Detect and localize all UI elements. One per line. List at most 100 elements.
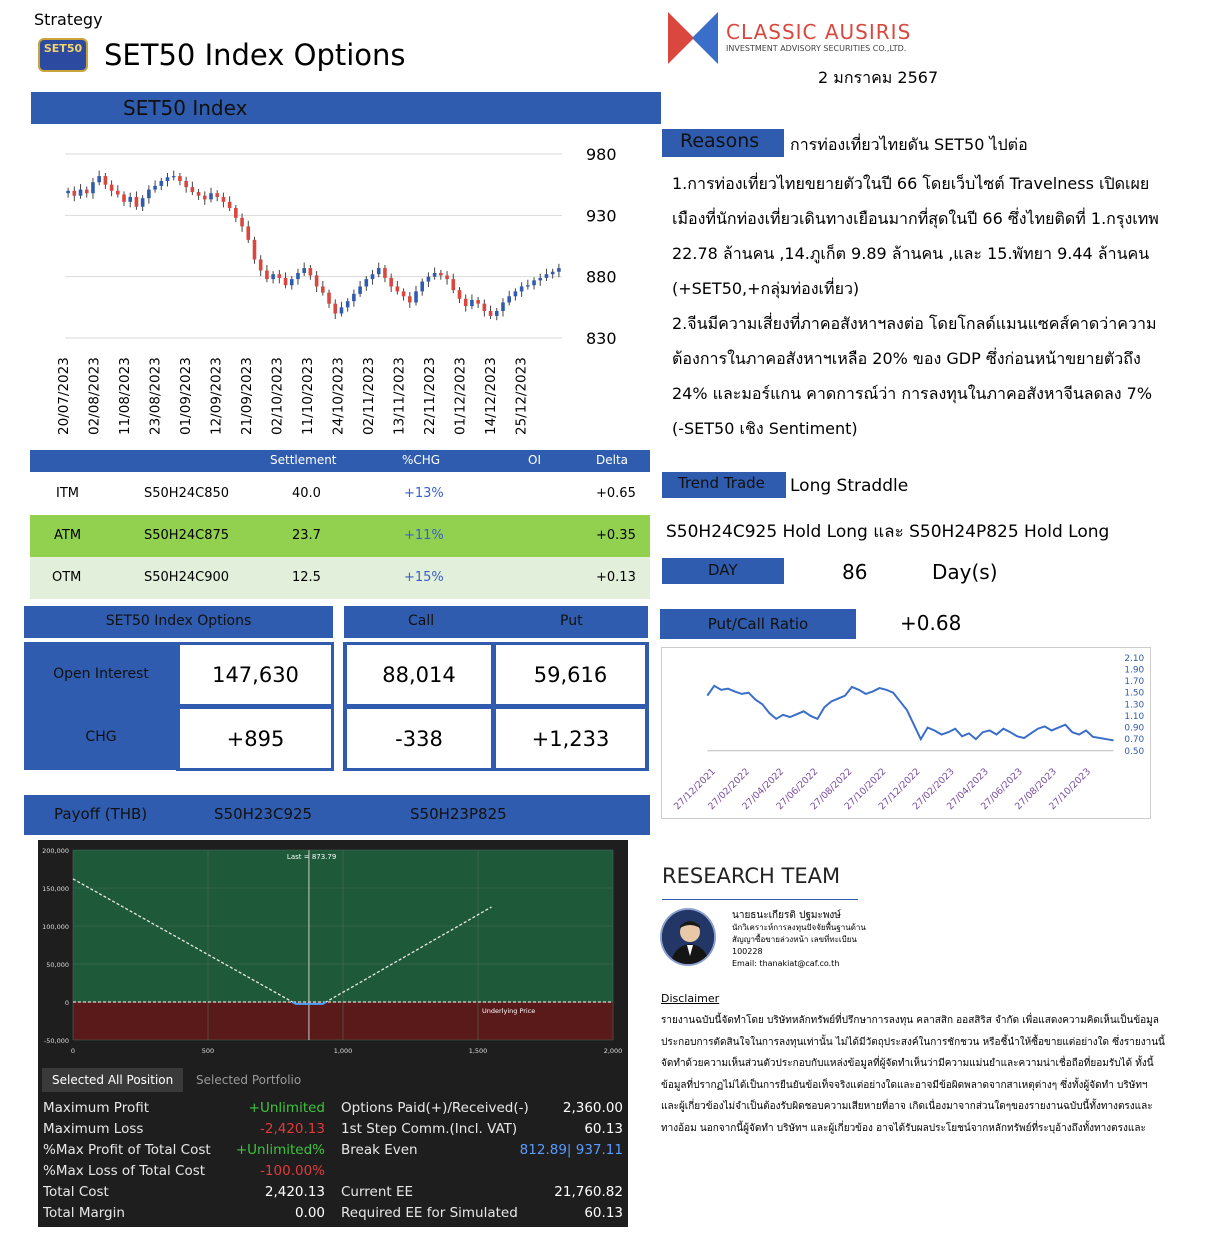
analyst-info: นายธนะเกียรติ ปฐมะพงษ์ นักวิเคราะห์การลง… (732, 910, 866, 970)
candle-body (72, 190, 77, 196)
x-tick-label: 11/10/2023 (300, 357, 316, 435)
candle-body (190, 187, 195, 193)
stat-label: Options Paid(+)/Received(-) (341, 1100, 529, 1116)
series: S50H24C850 (144, 486, 230, 501)
analyst-role: สัญญาซื้อขายล่วงหน้า เลขที่ทะเบียน (732, 935, 857, 944)
disclaimer-line: และผู้เกี่ยวข้องไม่จำเป็นต้องรับผิดชอบคว… (661, 1101, 1153, 1112)
set50-index-header: SET50 Index (31, 92, 661, 124)
candle-body (196, 192, 201, 196)
put-call-ratio-value: +0.68 (900, 611, 962, 635)
analyst-name: นายธนะเกียรติ ปฐมะพงษ์ (732, 910, 841, 921)
stat-value: -2,420.13 (260, 1121, 325, 1137)
reason-line: 24% และมอร์แกน คาดการณ์ว่า การลงทุนในภาค… (672, 384, 1153, 403)
x-tick-label: 02/11/2023 (361, 357, 377, 435)
candle-body (451, 279, 456, 291)
payoff-label: Payoff (THB) (54, 805, 148, 823)
disclaimer-body: รายงานฉบับนี้จัดทำโดย บริษัทหลักทรัพย์ที… (661, 1010, 1181, 1139)
candle-body (420, 281, 425, 292)
reasons-body: 1.การท่องเที่ยวไทยขยายตัวในปี 66 โดยเว็บ… (672, 166, 1192, 446)
oi-table-title: SET50 Index Options (24, 606, 333, 638)
reason-line: (-SET50 เชิง Sentiment) (672, 419, 858, 438)
x-tick-label: 22/11/2023 (422, 357, 438, 435)
chg: +13% (404, 486, 444, 501)
disclaimer-line: ข้อมูลที่ปรากฏไม่ได้เป็นการยืนยันข้อเท็จ… (661, 1079, 1148, 1091)
col-chg: %CHG (402, 453, 441, 467)
candle-body (544, 274, 549, 278)
candle-body (401, 291, 406, 297)
tab-selected-all-position[interactable]: Selected All Position (42, 1068, 184, 1092)
x-tick-label: 02/08/2023 (87, 357, 103, 435)
position-tabs: Selected All Position Selected Portfolio (38, 1068, 628, 1092)
series: S50H24C875 (144, 528, 230, 543)
x-tick-label: 12/09/2023 (209, 357, 225, 435)
candle-body (128, 196, 133, 202)
avatar-icon (662, 910, 714, 964)
candle-body (246, 226, 251, 240)
y-tick-label: -50,000 (44, 1037, 69, 1045)
x-tick-label: 21/09/2023 (239, 357, 255, 435)
candle-body (482, 303, 487, 312)
trend-trade-value: Long Straddle (790, 476, 909, 496)
strike-row-otm: OTM S50H24C900 12.5 +15% +0.13 (30, 557, 650, 599)
candle-body (470, 299, 474, 307)
set50-index-label: SET50 Index (123, 96, 248, 120)
candle-body (91, 182, 95, 194)
disclaimer-line: รายงานฉบับนี้จัดทำโดย บริษัทหลักทรัพย์ที… (661, 1015, 1159, 1026)
candle-body (321, 286, 325, 293)
firm-subtitle: INVESTMENT ADVISORY SECURITIES CO.,LTD. (726, 44, 907, 53)
candle-body (202, 195, 207, 200)
candle-body (327, 292, 331, 304)
y-tick-label: 1.70 (1124, 677, 1144, 687)
y-tick-label: 50,000 (46, 961, 69, 969)
oi-call: 88,014 (345, 643, 493, 706)
y-tick-label: 980 (586, 145, 617, 164)
stat-value: 60.13 (584, 1121, 623, 1137)
put-call-ratio-tag: Put/Call Ratio (660, 609, 856, 639)
stat-value: 2,420.13 (264, 1184, 325, 1200)
breakeven-segment (291, 1001, 327, 1005)
disclaimer-line: ทางอ้อม นอกจากนี้ผู้จัดทำ บริษัทฯ และผู้… (661, 1122, 1146, 1134)
candle-body (463, 298, 468, 307)
stat-label: Maximum Profit (43, 1100, 150, 1116)
candle-body (265, 270, 269, 280)
tab-selected-portfolio[interactable]: Selected Portfolio (196, 1073, 302, 1087)
candle-body (97, 176, 101, 183)
reasons-headline: การท่องเที่ยวไทยดัน SET50 ไปต่อ (790, 135, 1028, 154)
stat-label: Total Cost (43, 1184, 109, 1200)
stat-value: 2,360.00 (562, 1100, 623, 1116)
x-tick-label: 01/12/2023 (453, 357, 469, 435)
delta: +0.65 (596, 486, 636, 501)
research-team-title: RESEARCH TEAM (662, 864, 841, 888)
strike-table-header: Settlement %CHG OI Delta (30, 450, 650, 472)
candle-body (501, 302, 505, 312)
disclaimer-title: Disclaimer (661, 992, 720, 1005)
y-tick-label: 930 (586, 206, 617, 225)
candle-body (221, 196, 226, 202)
x-tick-label: 02/10/2023 (270, 357, 286, 435)
candle-body (84, 189, 89, 194)
x-tick-label: 01/09/2023 (178, 357, 194, 435)
analyst-role: นักวิเคราะห์การลงทุนปัจจัยพื้นฐานด้าน (732, 923, 866, 932)
x-tick-label: 11/08/2023 (117, 357, 133, 435)
payoff-leg-call: S50H23C925 (214, 805, 313, 823)
candle-body (345, 301, 350, 308)
stat-value: +Unlimited% (235, 1142, 325, 1158)
candle-body (215, 193, 220, 197)
y-tick-label: 1.50 (1124, 689, 1144, 699)
candle-body (414, 291, 418, 303)
candle-body (383, 268, 387, 278)
y-tick-label: 1.90 (1124, 665, 1144, 675)
col-oi: OI (528, 453, 541, 467)
candle-body (370, 274, 375, 280)
y-tick-label: 100,000 (42, 923, 69, 931)
disclaimer-line: ประกอบการตัดสินใจในการลงทุนเท่านั้น ไม่ไ… (661, 1036, 1165, 1048)
reason-line: ต้องการในภาคอสังหาฯเหลือ 20% ของ GDP ซึ่… (672, 349, 1141, 368)
last-price-label: Last = 873.79 (287, 853, 336, 861)
candle-body (103, 176, 108, 185)
x-tick-label: 24/10/2023 (331, 357, 347, 435)
stat-value: 812.89| 937.11 (519, 1142, 623, 1158)
candle-body (252, 239, 257, 260)
firm-logo-icon (668, 12, 718, 64)
set50-candlestick-chart: 980 930 880 830 20/07/2023 02/08/2023 11/08/20… (56, 145, 617, 435)
payoff-leg-put: S50H23P825 (410, 805, 507, 823)
